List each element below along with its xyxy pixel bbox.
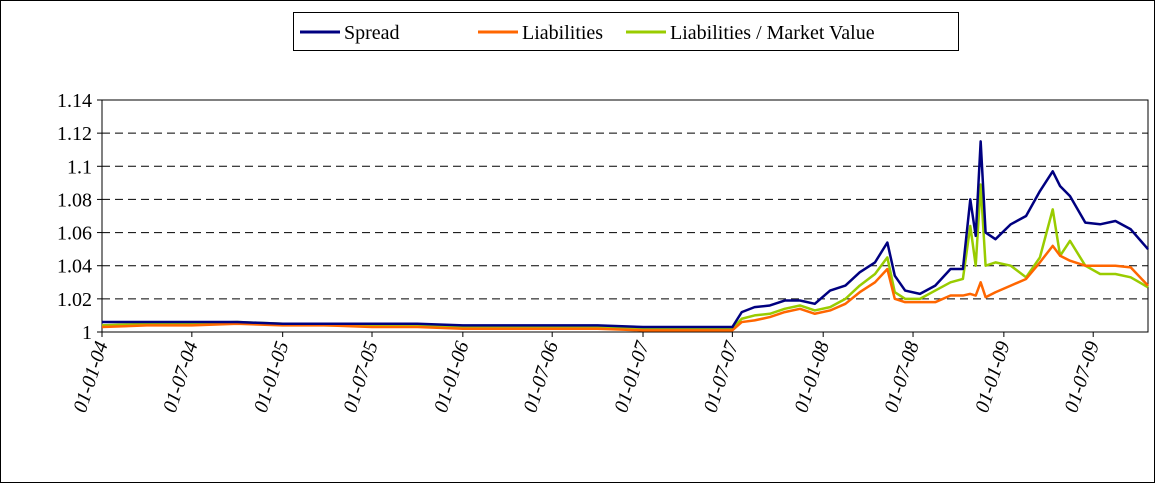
y-tick-label: 1.08 bbox=[57, 189, 92, 211]
y-tick-label: 1.12 bbox=[57, 123, 92, 145]
y-tick-label: 1 bbox=[82, 322, 92, 344]
y-tick-label: 1.04 bbox=[57, 256, 92, 278]
y-tick-label: 1.1 bbox=[67, 156, 92, 178]
series-line bbox=[102, 140, 1149, 329]
legend-label: Spread bbox=[344, 22, 400, 44]
legend-label: Liabilities bbox=[522, 22, 603, 44]
y-tick-label: 1.02 bbox=[57, 289, 92, 311]
y-tick-label: 1.06 bbox=[57, 223, 92, 245]
plot-area bbox=[101, 99, 1149, 333]
legend-label: Liabilities / Market Value bbox=[670, 22, 875, 44]
series-line bbox=[101, 183, 1149, 330]
series-line bbox=[101, 244, 1149, 332]
y-tick-label: 1.14 bbox=[57, 90, 92, 112]
